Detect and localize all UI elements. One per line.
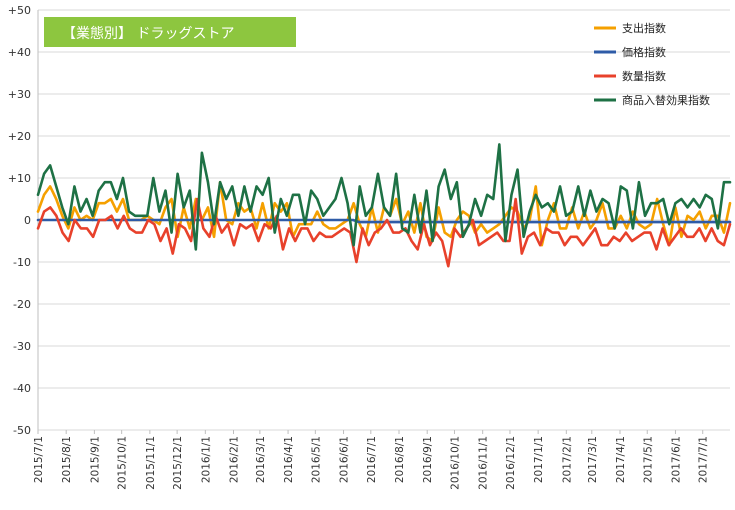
x-tick-label: 2016/1/1 [200,436,212,483]
y-tick-label: +30 [8,88,31,101]
y-tick-label: +50 [8,4,31,17]
x-tick-label: 2015/8/1 [61,436,73,483]
chart-title: 【業態別】 ドラッグストア [62,26,234,42]
x-tick-label: 2016/4/1 [283,436,295,483]
y-axis: +50 +40 +30 +20 +10 0 -10 -20 -30 -40 -50 [8,4,39,437]
x-tick-label: 2017/3/1 [587,436,599,483]
x-tick-label: 2016/6/1 [339,436,351,483]
series-line-3 [36,143,732,251]
x-tick-label: 2017/4/1 [615,436,627,483]
x-tick-label: 2015/10/1 [117,436,129,490]
y-tick-label: -20 [13,298,31,311]
x-tick-label: 2016/2/1 [229,436,241,483]
x-tick-label: 2017/5/1 [642,436,654,483]
y-tick-label: 0 [24,214,31,227]
x-tick-label: 2017/7/1 [698,436,710,483]
legend-label: 支出指数 [622,21,666,35]
y-tick-label: -30 [13,340,31,353]
legend-label: 商品入替効果指数 [622,93,710,107]
x-tick-label: 2015/9/1 [89,436,101,483]
y-tick-label: +10 [8,172,31,185]
x-tick-label: 2016/9/1 [422,436,434,483]
x-tick-label: 2017/2/1 [561,436,573,483]
x-axis: 2015/7/1 2015/8/1 2015/9/1 2015/10/1 2015/11… [33,430,710,490]
x-tick-label: 2016/10/1 [449,436,461,490]
x-tick-label: 2016/7/1 [366,436,378,483]
x-tick-label: 2015/11/1 [145,436,157,490]
x-tick-label: 2016/12/1 [505,436,517,490]
title-background [44,17,296,47]
y-tick-label: -50 [13,424,31,437]
x-tick-label: 2016/3/1 [255,436,267,483]
y-tick-label: -40 [13,382,31,395]
x-tick-label: 2016/11/1 [478,436,490,490]
y-tick-label: +20 [8,130,31,143]
x-tick-label: 2016/8/1 [394,436,406,483]
series-lines [36,143,732,268]
legend-label: 価格指数 [622,45,666,59]
x-tick-label: 2017/1/1 [533,436,545,483]
gridlines [38,9,730,431]
x-tick-label: 2017/6/1 [670,436,682,483]
x-tick-label: 2015/12/1 [172,436,184,490]
x-tick-label: 2016/5/1 [310,436,322,483]
legend-label: 数量指数 [622,69,666,83]
y-tick-label: +40 [8,46,31,59]
y-tick-label: -10 [13,256,31,269]
x-tick-label: 2015/7/1 [33,436,45,483]
chart-title-box: 【業態別】 ドラッグストア [44,17,296,47]
series-line-2 [36,197,732,268]
